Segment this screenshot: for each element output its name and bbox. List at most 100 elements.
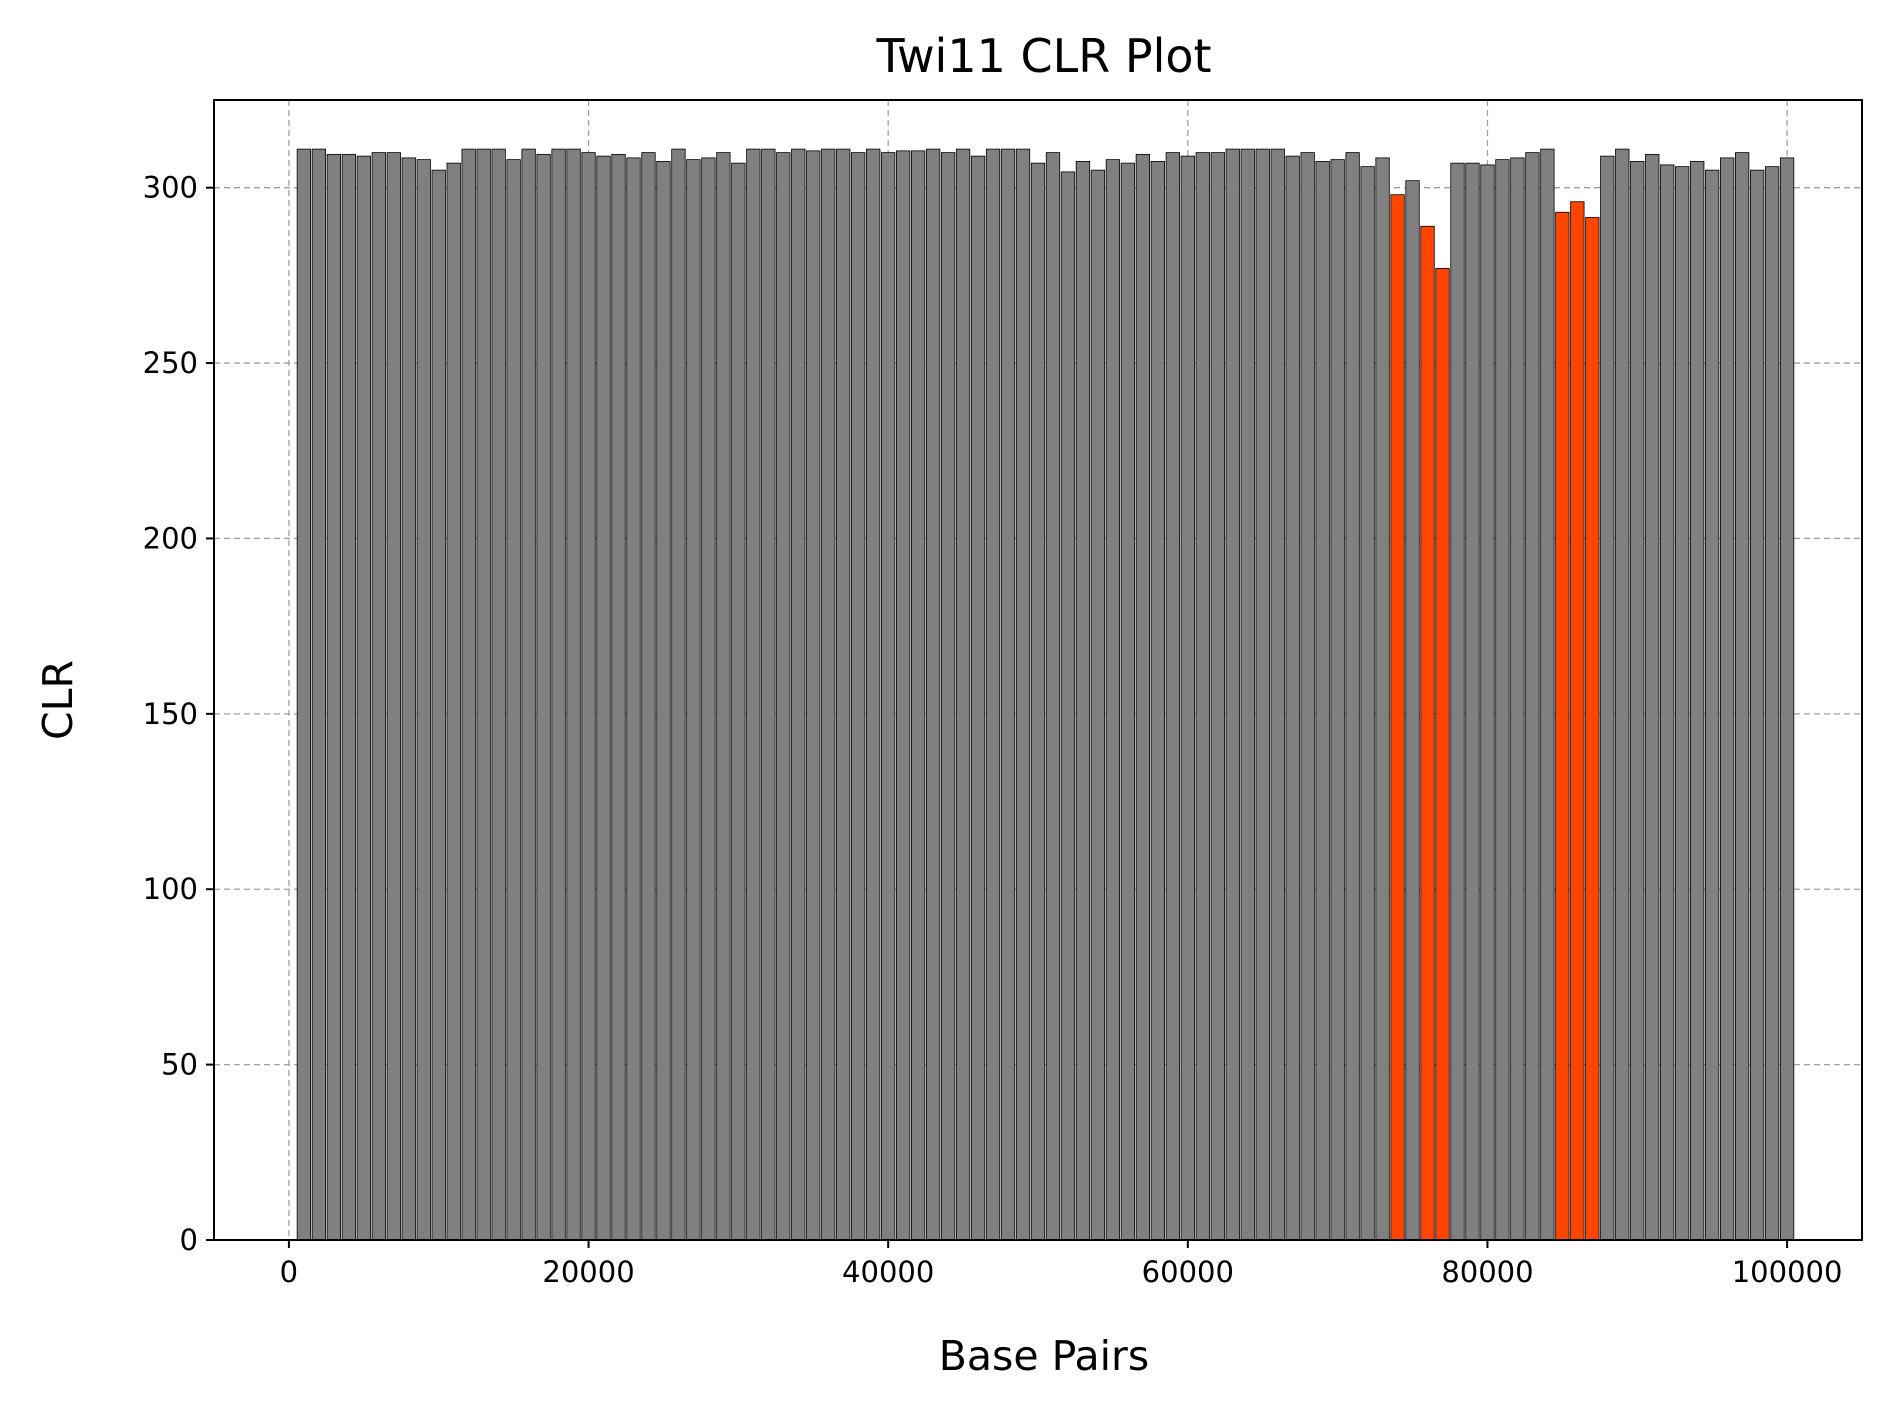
bar <box>491 148 506 1241</box>
y-tick-label: 200 <box>143 521 198 555</box>
bar <box>521 148 536 1241</box>
highlighted-bar <box>1585 217 1600 1241</box>
bar <box>1210 152 1225 1241</box>
bar <box>731 162 746 1241</box>
bars <box>296 148 1795 1241</box>
bar <box>1720 157 1735 1241</box>
bar <box>341 153 356 1241</box>
bar <box>401 157 416 1241</box>
bar <box>1300 152 1315 1241</box>
bar <box>1630 160 1645 1241</box>
x-tick-label: 20000 <box>542 1255 634 1289</box>
bar <box>940 152 956 1241</box>
bar <box>671 148 686 1241</box>
bar <box>1225 148 1240 1241</box>
x-tick-label: 60000 <box>1142 1255 1234 1289</box>
bar <box>326 153 341 1241</box>
bar <box>1450 162 1465 1241</box>
plot-frame <box>213 99 1863 1241</box>
highlighted-bar <box>1570 201 1585 1241</box>
bar <box>1120 162 1136 1241</box>
bar <box>925 148 941 1241</box>
bar <box>1030 162 1046 1241</box>
bar <box>1525 152 1540 1241</box>
bar <box>1255 148 1270 1241</box>
bar <box>1315 160 1330 1241</box>
bar <box>1540 148 1555 1241</box>
bar <box>386 152 401 1241</box>
bar <box>746 148 761 1241</box>
bar <box>1600 155 1615 1241</box>
bar <box>866 148 881 1241</box>
bar <box>896 150 911 1241</box>
bar <box>686 159 701 1241</box>
bar <box>1660 164 1675 1241</box>
bar <box>1735 152 1750 1241</box>
bar <box>1495 159 1510 1241</box>
bar <box>1180 155 1195 1241</box>
bar <box>776 152 791 1241</box>
bar <box>1150 160 1165 1241</box>
y-tick-label: 150 <box>143 697 198 731</box>
bar <box>955 148 971 1241</box>
bar <box>1749 169 1765 1241</box>
bar <box>881 152 896 1241</box>
bar <box>716 152 731 1241</box>
bar <box>461 148 476 1241</box>
bar <box>1015 148 1031 1241</box>
bar <box>611 153 626 1241</box>
highlighted-bar <box>1420 225 1435 1241</box>
bar <box>1330 159 1345 1241</box>
bar <box>1375 157 1390 1241</box>
x-tick-label: 40000 <box>842 1255 934 1289</box>
bar <box>1195 152 1210 1241</box>
y-tick-label: 300 <box>143 171 198 205</box>
bar <box>506 159 521 1241</box>
bar <box>551 148 566 1241</box>
bar <box>476 148 491 1241</box>
bar <box>1285 155 1300 1241</box>
bar <box>1360 166 1375 1241</box>
bar <box>985 148 1001 1241</box>
bar <box>1779 157 1795 1241</box>
axis-ticks: 0 20000 40000 60000 80000 100000 0 50 100 150 200 2… <box>143 171 1843 1289</box>
bar <box>1000 148 1016 1241</box>
bar <box>1510 157 1525 1241</box>
bar <box>1090 169 1106 1241</box>
bar <box>596 155 611 1241</box>
bar <box>911 150 926 1241</box>
bar <box>416 159 431 1241</box>
x-tick-label: 0 <box>280 1255 298 1289</box>
bar <box>1345 152 1360 1241</box>
bar <box>626 157 641 1241</box>
highlighted-bar <box>1555 211 1570 1241</box>
bar <box>1165 152 1180 1241</box>
bar <box>791 148 806 1241</box>
bar <box>311 148 327 1241</box>
bar <box>836 148 851 1241</box>
bar <box>1645 153 1660 1241</box>
bar <box>431 169 446 1241</box>
bar <box>641 152 656 1241</box>
bar <box>581 152 596 1241</box>
bar <box>1465 162 1480 1241</box>
bar <box>701 157 716 1241</box>
bar <box>446 162 461 1241</box>
bar <box>1690 160 1705 1241</box>
bar <box>821 148 836 1241</box>
bar <box>566 148 581 1241</box>
bar <box>296 148 312 1241</box>
bar <box>1135 153 1151 1241</box>
bar <box>806 150 821 1241</box>
bar <box>1480 164 1495 1241</box>
bar <box>1405 180 1420 1241</box>
y-tick-label: 100 <box>143 872 198 906</box>
bar <box>1075 160 1091 1241</box>
bar <box>970 155 986 1241</box>
bar <box>1105 159 1121 1241</box>
bar <box>1705 169 1720 1241</box>
bar <box>371 152 386 1241</box>
bar <box>1060 171 1076 1241</box>
bar <box>761 148 776 1241</box>
